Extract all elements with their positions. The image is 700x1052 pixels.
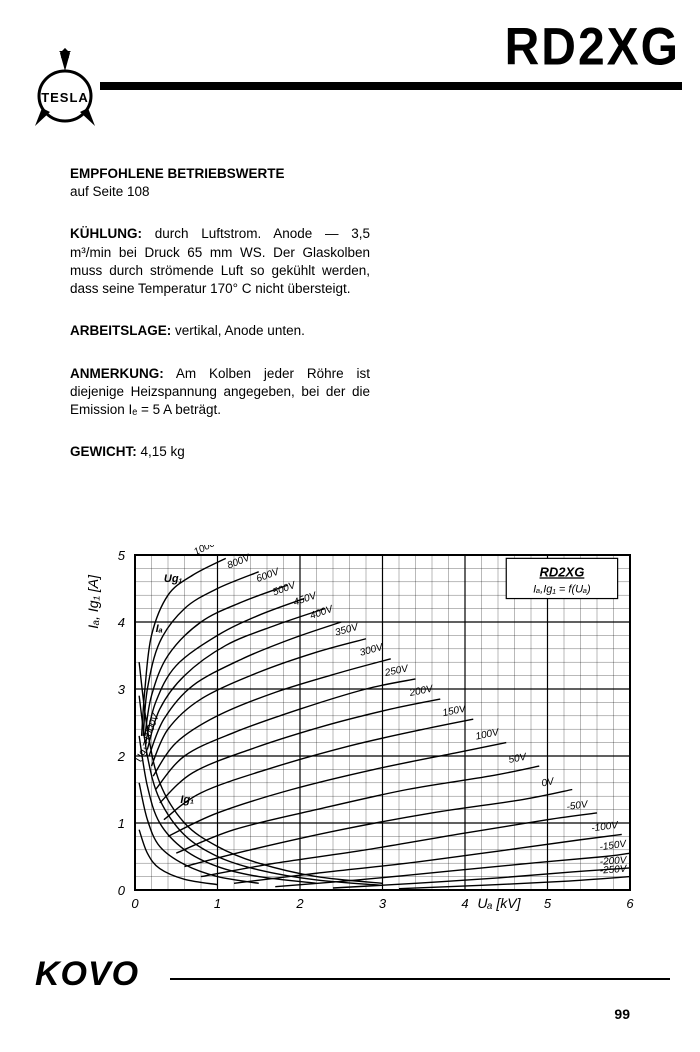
position-label: ARBEITSLAGE: bbox=[70, 323, 171, 338]
svg-text:Ig₁: Ig₁ bbox=[180, 794, 194, 806]
svg-text:-250V: -250V bbox=[599, 864, 628, 877]
note-label: ANMERKUNG: bbox=[70, 366, 164, 381]
tesla-logo: TESLA bbox=[30, 48, 100, 133]
svg-text:1: 1 bbox=[214, 896, 221, 911]
svg-text:Iₐ, Ig₁ [A]: Iₐ, Ig₁ [A] bbox=[85, 574, 101, 629]
header-rule bbox=[100, 82, 682, 90]
logo-text: TESLA bbox=[41, 90, 89, 105]
weight-label: GEWICHT: bbox=[70, 444, 137, 459]
svg-text:6: 6 bbox=[626, 896, 634, 911]
svg-text:3: 3 bbox=[118, 682, 126, 697]
svg-text:Uₐ [kV]: Uₐ [kV] bbox=[477, 895, 521, 911]
svg-text:5: 5 bbox=[544, 896, 552, 911]
svg-text:Ug₁: Ug₁ bbox=[164, 573, 183, 585]
svg-text:1: 1 bbox=[118, 816, 125, 831]
spec-text: EMPFOHLENE BETRIEBSWERTE auf Seite 108 K… bbox=[70, 165, 370, 485]
model-number: RD2XG bbox=[505, 17, 680, 78]
svg-text:RD2XG: RD2XG bbox=[540, 564, 585, 579]
footer-rule bbox=[170, 978, 670, 980]
svg-text:0: 0 bbox=[118, 883, 126, 898]
svg-text:0: 0 bbox=[131, 896, 139, 911]
footer-brand: KOVO bbox=[35, 955, 139, 994]
heading: EMPFOHLENE BETRIEBSWERTE bbox=[70, 166, 285, 181]
svg-text:4: 4 bbox=[461, 896, 468, 911]
svg-text:Iₐ,Ig₁ = f(Uₐ): Iₐ,Ig₁ = f(Uₐ) bbox=[533, 583, 591, 595]
page-number: 99 bbox=[614, 1006, 630, 1022]
subheading: auf Seite 108 bbox=[70, 184, 150, 199]
weight-body: 4,15 kg bbox=[137, 444, 185, 459]
svg-text:3: 3 bbox=[379, 896, 387, 911]
svg-text:5: 5 bbox=[118, 548, 126, 563]
position-body: vertikal, Anode unten. bbox=[171, 323, 305, 338]
svg-text:2: 2 bbox=[117, 749, 126, 764]
characteristic-chart: 01234560123451000V800V600V500V450V400V35… bbox=[80, 545, 640, 925]
svg-text:Iₐ: Iₐ bbox=[156, 623, 163, 635]
svg-text:4: 4 bbox=[118, 615, 125, 630]
cooling-label: KÜHLUNG: bbox=[70, 226, 142, 241]
svg-text:2: 2 bbox=[295, 896, 304, 911]
